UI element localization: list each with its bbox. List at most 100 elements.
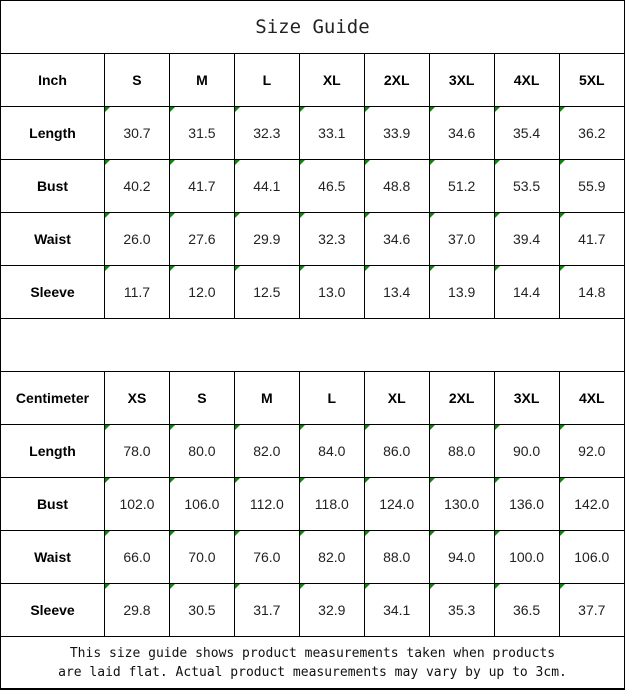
measurement-cell: 48.8 xyxy=(363,159,430,213)
measurement-cell: 29.9 xyxy=(233,212,300,266)
measurement-cell: 31.5 xyxy=(168,106,235,160)
size-header: L xyxy=(233,54,300,107)
measurement-cell: 35.4 xyxy=(493,106,560,160)
measurement-cell: 70.0 xyxy=(168,530,235,584)
measurement-cell: 88.0 xyxy=(363,530,430,584)
centimeter-size-table: Centimeter XS S M L XL 2XL 3XL 4XL Length 78.0 80.0… xyxy=(1,372,624,637)
measurement-cell: 40.2 xyxy=(104,159,170,213)
measurement-cell: 34.6 xyxy=(428,106,495,160)
size-header: L xyxy=(298,372,365,425)
spacer-row xyxy=(1,319,624,372)
measurement-cell: 36.5 xyxy=(493,583,560,637)
measurement-cell: 102.0 xyxy=(104,477,170,531)
measurement-cell: 92.0 xyxy=(558,424,624,478)
measurement-cell: 142.0 xyxy=(558,477,624,531)
measurement-cell: 118.0 xyxy=(298,477,365,531)
measurement-cell: 12.5 xyxy=(233,265,300,319)
size-header: 2XL xyxy=(428,372,495,425)
measurement-cell: 32.3 xyxy=(233,106,300,160)
measurement-cell: 80.0 xyxy=(168,424,235,478)
measurement-cell: 13.0 xyxy=(298,265,365,319)
table-row: Length 30.7 31.5 32.3 33.1 33.9 34.6 35.4 36.2 xyxy=(1,106,624,160)
measurement-cell: 53.5 xyxy=(493,159,560,213)
table-row: Sleeve 11.7 12.0 12.5 13.0 13.4 13.9 14.4 14.8 xyxy=(1,265,624,319)
measurement-cell: 78.0 xyxy=(104,424,170,478)
measurement-cell: 11.7 xyxy=(104,265,170,319)
measurement-cell: 66.0 xyxy=(104,530,170,584)
measurement-cell: 27.6 xyxy=(168,212,235,266)
unit-header: Centimeter xyxy=(1,372,105,425)
measurement-cell: 34.6 xyxy=(363,212,430,266)
measurement-label: Waist xyxy=(1,212,105,266)
size-header: 2XL xyxy=(363,54,430,107)
measurement-cell: 51.2 xyxy=(428,159,495,213)
measurement-cell: 30.5 xyxy=(168,583,235,637)
measurement-cell: 46.5 xyxy=(298,159,365,213)
measurement-cell: 90.0 xyxy=(493,424,560,478)
measurement-label: Length xyxy=(1,424,105,478)
measurement-cell: 130.0 xyxy=(428,477,495,531)
size-header: XL xyxy=(298,54,365,107)
size-header: 4XL xyxy=(493,54,560,107)
page-title: Size Guide xyxy=(1,1,624,54)
size-header: M xyxy=(233,372,300,425)
size-header: 3XL xyxy=(493,372,560,425)
size-header: S xyxy=(168,372,235,425)
measurement-cell: 37.7 xyxy=(558,583,624,637)
measurement-label: Sleeve xyxy=(1,583,105,637)
measurement-cell: 32.3 xyxy=(298,212,365,266)
measurement-cell: 82.0 xyxy=(233,424,300,478)
measurement-cell: 13.4 xyxy=(363,265,430,319)
measurement-cell: 112.0 xyxy=(233,477,300,531)
measurement-cell: 26.0 xyxy=(104,212,170,266)
measurement-cell: 136.0 xyxy=(493,477,560,531)
measurement-cell: 37.0 xyxy=(428,212,495,266)
inch-size-table: Inch S M L XL 2XL 3XL 4XL 5XL Length 30.7 31.5 32.3 3… xyxy=(1,54,624,319)
table-row: Waist 66.0 70.0 76.0 82.0 88.0 94.0 100.0 106.0 xyxy=(1,530,624,584)
measurement-cell: 82.0 xyxy=(298,530,365,584)
measurement-cell: 35.3 xyxy=(428,583,495,637)
measurement-label: Bust xyxy=(1,477,105,531)
size-header: XL xyxy=(363,372,430,425)
measurement-label: Waist xyxy=(1,530,105,584)
header-row: Inch S M L XL 2XL 3XL 4XL 5XL xyxy=(1,54,624,107)
measurement-cell: 76.0 xyxy=(233,530,300,584)
size-header: XS xyxy=(104,372,170,425)
measurement-cell: 124.0 xyxy=(363,477,430,531)
measurement-cell: 86.0 xyxy=(363,424,430,478)
table-row: Length 78.0 80.0 82.0 84.0 86.0 88.0 90.0 92.0 xyxy=(1,424,624,478)
measurement-cell: 32.9 xyxy=(298,583,365,637)
measurement-cell: 36.2 xyxy=(558,106,624,160)
table-row: Sleeve 29.8 30.5 31.7 32.9 34.1 35.3 36.5 37.7 xyxy=(1,583,624,637)
size-header: 3XL xyxy=(428,54,495,107)
footer-line-2: are laid flat. Actual product measuremen… xyxy=(58,665,567,680)
size-header: 4XL xyxy=(558,372,624,425)
measurement-cell: 33.9 xyxy=(363,106,430,160)
measurement-cell: 106.0 xyxy=(558,530,624,584)
measurement-cell: 14.4 xyxy=(493,265,560,319)
size-header: S xyxy=(104,54,170,107)
unit-header: Inch xyxy=(1,54,105,107)
measurement-cell: 31.7 xyxy=(233,583,300,637)
size-header: M xyxy=(168,54,235,107)
measurement-label: Length xyxy=(1,106,105,160)
measurement-cell: 106.0 xyxy=(168,477,235,531)
size-header: 5XL xyxy=(558,54,624,107)
measurement-cell: 33.1 xyxy=(298,106,365,160)
measurement-cell: 13.9 xyxy=(428,265,495,319)
measurement-cell: 34.1 xyxy=(363,583,430,637)
table-row: Waist 26.0 27.6 29.9 32.3 34.6 37.0 39.4 41.7 xyxy=(1,212,624,266)
table-row: Bust 40.2 41.7 44.1 46.5 48.8 51.2 53.5 55.9 xyxy=(1,159,624,213)
measurement-cell: 41.7 xyxy=(168,159,235,213)
measurement-label: Bust xyxy=(1,159,105,213)
measurement-cell: 88.0 xyxy=(428,424,495,478)
measurement-cell: 84.0 xyxy=(298,424,365,478)
measurement-cell: 94.0 xyxy=(428,530,495,584)
measurement-cell: 30.7 xyxy=(104,106,170,160)
measurement-cell: 39.4 xyxy=(493,212,560,266)
measurement-cell: 14.8 xyxy=(558,265,624,319)
table-row: Bust 102.0 106.0 112.0 118.0 124.0 130.0 136.0 1… xyxy=(1,477,624,531)
header-row: Centimeter XS S M L XL 2XL 3XL 4XL xyxy=(1,372,624,425)
measurement-label: Sleeve xyxy=(1,265,105,319)
